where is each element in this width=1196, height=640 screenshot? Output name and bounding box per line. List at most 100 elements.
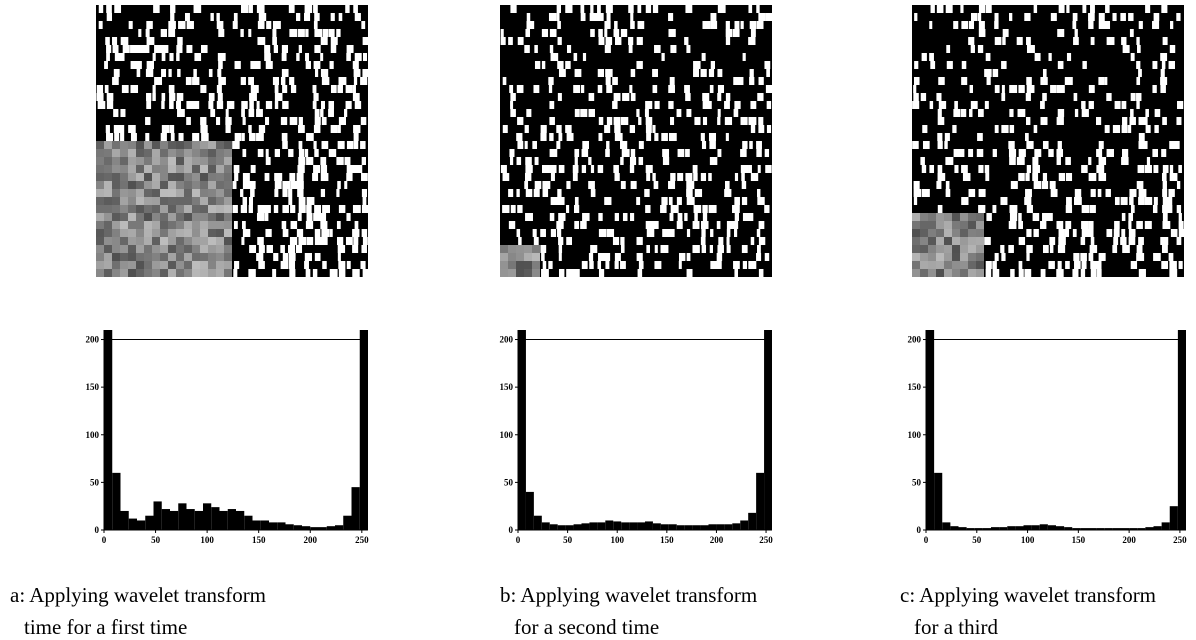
image-pixel [986,213,992,221]
image-pixel [946,45,951,53]
image-pixel [200,157,208,165]
image-pixel [1088,253,1094,261]
image-pixel [152,149,160,157]
image-pixel [224,141,232,149]
image-pixel [1162,189,1168,197]
image-pixel [120,165,128,173]
histogram-bar [740,520,749,530]
image-pixel [136,157,144,165]
image-pixel [298,149,305,157]
image-pixel [297,189,304,197]
image-pixel [152,245,160,253]
image-pixel [724,189,732,197]
image-pixel [742,141,748,149]
y-tick-label: 100 [86,430,100,440]
image-pixel [1040,117,1048,125]
image-pixel [936,213,944,221]
image-pixel [741,181,747,189]
image-pixel [1056,117,1064,125]
image-pixel [508,37,513,45]
image-pixel [590,245,598,253]
image-pixel [700,173,707,181]
image-pixel [710,229,714,237]
image-pixel [192,141,200,149]
image-pixel [346,261,351,269]
image-pixel [952,237,960,245]
image-pixel [629,165,635,173]
image-pixel [216,141,224,149]
image-pixel [288,261,296,269]
image-pixel [330,13,335,21]
image-pixel [168,205,176,213]
image-pixel [970,101,978,109]
image-pixel [328,149,337,157]
image-pixel [112,189,120,197]
image-pixel [928,213,936,221]
image-pixel [304,5,313,13]
image-pixel [764,61,771,69]
image-pixel [1090,5,1095,13]
image-pixel [257,205,265,213]
image-pixel [598,29,603,37]
image-pixel [192,189,200,197]
image-pixel [168,261,176,269]
image-pixel [1160,53,1168,61]
histogram-bar [982,528,991,530]
image-pixel [516,269,524,277]
image-pixel [968,221,976,229]
image-pixel [945,157,954,165]
image-pixel [200,197,208,205]
image-pixel [96,221,104,229]
image-pixel [566,45,572,53]
histogram-bar [732,523,741,530]
x-tick-label: 50 [563,535,573,545]
image-pixel [1026,117,1031,125]
image-pixel [168,29,176,37]
image-pixel [606,141,610,149]
image-pixel [630,69,636,77]
image-pixel [112,141,120,149]
image-pixel [516,253,524,261]
image-pixel [354,101,362,109]
image-pixel [226,101,235,109]
image-pixel [233,221,238,229]
image-pixel [345,237,353,245]
image-pixel [1056,269,1064,277]
image-pixel [120,141,128,149]
image-pixel [234,61,241,69]
image-pixel [98,5,104,13]
image-pixel [264,173,270,181]
image-pixel [128,149,136,157]
image-pixel [361,229,368,237]
image-pixel [96,197,104,205]
image-pixel [1136,101,1140,109]
image-pixel [145,117,151,125]
image-pixel [1056,157,1061,165]
image-pixel [621,149,630,157]
histogram-bar [161,509,170,530]
image-pixel [557,197,565,205]
image-pixel [598,229,607,237]
image-pixel [160,237,168,245]
image-pixel [669,213,674,221]
image-pixel [944,229,952,237]
image-pixel [1169,45,1176,53]
image-pixel [288,245,296,253]
image-pixel [306,213,313,221]
image-pixel [128,181,136,189]
image-pixel [216,173,224,181]
image-pixel [336,237,344,245]
image-pixel [613,117,621,125]
image-pixel [1081,205,1090,213]
histogram-bar [621,522,630,530]
image-pixel [330,37,338,45]
image-pixel [354,13,361,21]
image-pixel [558,213,566,221]
image-pixel [1065,261,1070,269]
image-pixel [968,253,976,261]
image-pixel [192,133,200,141]
image-pixel [1024,197,1032,205]
image-pixel [192,197,200,205]
image-pixel [152,181,160,189]
image-pixel [361,173,368,181]
